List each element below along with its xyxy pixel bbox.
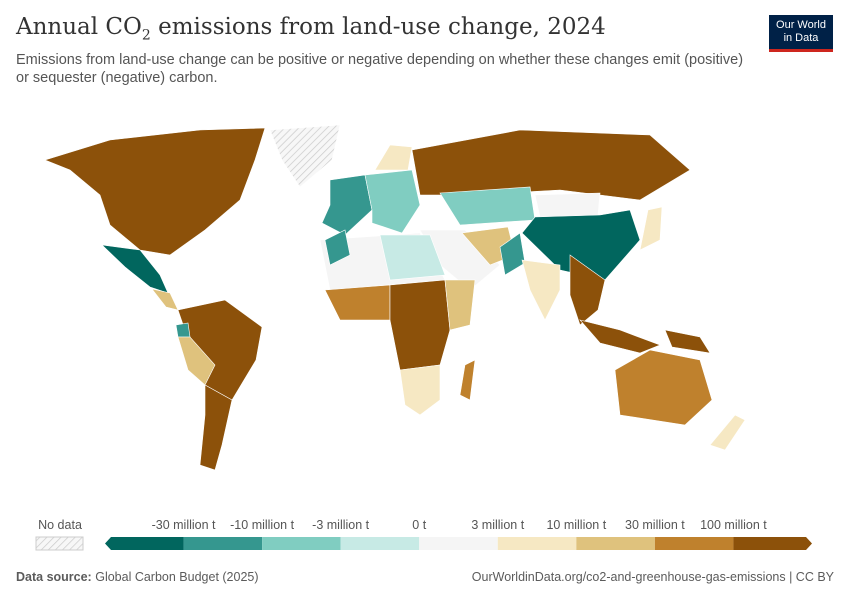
country-china[interactable] [521, 209, 641, 281]
legend-swatch[interactable] [576, 537, 655, 550]
legend-tick-label: -30 million t [151, 518, 216, 532]
subtitle: Emissions from land-use change can be po… [16, 52, 744, 86]
country-morocco[interactable] [324, 229, 351, 266]
country-east-africa[interactable] [444, 279, 476, 331]
legend-no-data-swatch [35, 536, 84, 551]
country-southern-africa[interactable] [399, 364, 441, 416]
country-new-zealand[interactable] [709, 414, 746, 451]
legend-tick-label: 30 million t [625, 518, 685, 532]
legend-tick-label: 0 t [412, 518, 427, 532]
legend-swatch[interactable] [654, 537, 734, 550]
country-australia[interactable] [614, 349, 713, 426]
country-ecuador[interactable] [175, 322, 191, 338]
country-west-africa[interactable] [324, 284, 391, 321]
country-indonesia[interactable] [579, 319, 661, 354]
data-source: Data source: Global Carbon Budget (2025) [16, 570, 259, 584]
legend-tick-label: 3 million t [471, 518, 525, 532]
country-japan[interactable] [639, 206, 663, 251]
legend-swatch[interactable] [419, 537, 498, 550]
country-eastern-europe[interactable] [364, 169, 421, 234]
country-papua-new-guinea[interactable] [664, 329, 711, 354]
country-scandinavia[interactable] [374, 144, 413, 171]
country-mongolia[interactable] [534, 192, 601, 218]
country-peru-bolivia[interactable] [177, 336, 216, 386]
country-argentina[interactable] [199, 384, 233, 471]
country-north-america[interactable] [44, 127, 266, 256]
country-central-america[interactable] [151, 288, 179, 311]
legend-tick-label: 10 million t [546, 518, 607, 532]
legend-tick-label: -10 million t [230, 518, 295, 532]
legend-swatch[interactable] [733, 537, 812, 550]
legend-tick-label: 100 million t [700, 518, 767, 532]
legend-swatch[interactable] [340, 537, 420, 550]
country-india[interactable] [521, 259, 561, 321]
world-map[interactable] [0, 115, 850, 495]
source-url[interactable]: OurWorldinData.org/co2-and-greenhouse-ga… [471, 570, 834, 584]
page-title: Annual CO2 emissions from land-use chang… [16, 14, 606, 44]
legend-swatch[interactable] [105, 537, 184, 550]
country-libya-egypt[interactable] [379, 234, 446, 281]
country-madagascar[interactable] [459, 359, 476, 401]
country-central-africa[interactable] [389, 279, 451, 371]
legend-bar [35, 536, 812, 551]
country-kazakhstan[interactable] [439, 186, 536, 226]
legend-swatch[interactable] [183, 537, 263, 550]
legend-tick-label: -3 million t [312, 518, 370, 532]
legend-no-data-label: No data [38, 518, 82, 532]
country-russia[interactable] [411, 129, 691, 201]
country-western-europe[interactable] [321, 174, 373, 236]
country-greenland[interactable] [269, 124, 341, 188]
owid-logo[interactable]: Our World in Data [769, 15, 833, 52]
country-southeast-asia[interactable] [569, 254, 606, 326]
legend-swatch[interactable] [262, 537, 341, 550]
legend-swatch[interactable] [497, 537, 577, 550]
